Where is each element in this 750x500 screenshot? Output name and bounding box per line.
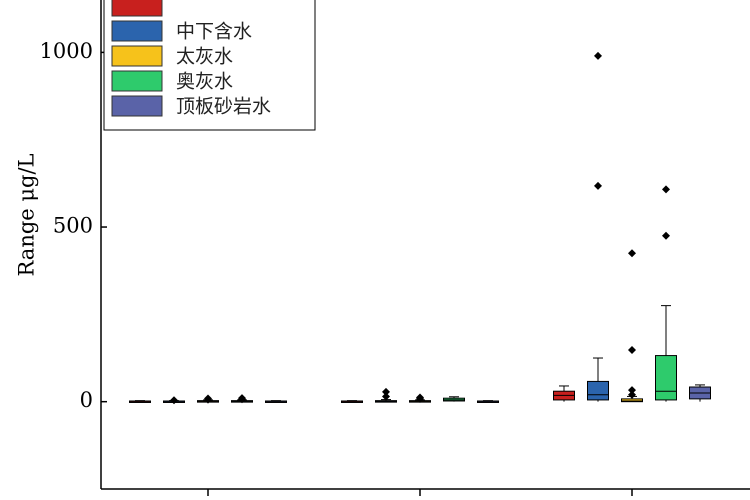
box-plot-item xyxy=(587,51,609,402)
legend-entry: 太灰水 xyxy=(111,45,233,68)
box-plot-item xyxy=(443,396,465,402)
y-tick-label: 1000 xyxy=(40,39,93,63)
legend-entry: 顶板砂岩水 xyxy=(111,95,271,118)
legend-swatch xyxy=(111,0,163,17)
outlier-point xyxy=(628,386,636,395)
y-axis-label: Range μg/L xyxy=(15,153,39,276)
plot-area xyxy=(129,51,711,405)
legend-swatch xyxy=(111,45,163,67)
legend-entry xyxy=(111,0,163,17)
box-plot-item xyxy=(655,185,677,402)
outlier-point xyxy=(204,394,212,403)
box-plot-item xyxy=(129,400,151,403)
box-plot-item xyxy=(163,396,185,405)
y-tick-label: 0 xyxy=(80,388,93,412)
y-axis-ticks: 0 500 1000 xyxy=(40,39,107,412)
outlier-point xyxy=(662,231,670,240)
legend-label: 中下含水 xyxy=(176,21,252,43)
box-plot-item xyxy=(231,394,253,404)
box-iqr xyxy=(587,380,609,401)
box-plot-item xyxy=(265,400,287,403)
box-plot-item xyxy=(621,249,643,403)
outlier-point xyxy=(238,394,246,403)
legend-swatch xyxy=(111,95,163,117)
x-axis-ticks xyxy=(207,489,633,496)
legend-swatch xyxy=(111,20,163,42)
box-iqr xyxy=(621,398,643,403)
outlier-point xyxy=(628,249,636,258)
box-group xyxy=(341,387,499,403)
box-plot-item xyxy=(409,393,431,403)
box-plot-item xyxy=(553,385,575,402)
legend-label: 太灰水 xyxy=(176,46,233,68)
legend-swatch xyxy=(111,70,163,92)
y-tick-label: 500 xyxy=(53,214,93,238)
outlier-point xyxy=(594,51,602,60)
box-iqr xyxy=(655,355,677,401)
outlier-point xyxy=(594,181,602,190)
box-plot-item xyxy=(477,400,499,403)
legend-entry: 奥灰水 xyxy=(111,70,233,93)
legend-label: 奥灰水 xyxy=(176,71,233,93)
box-group xyxy=(553,51,711,403)
box-plot-item xyxy=(341,400,363,403)
outlier-point xyxy=(416,393,424,402)
outlier-point xyxy=(170,396,178,405)
outlier-point xyxy=(382,392,390,401)
outlier-point xyxy=(662,185,670,194)
outlier-point xyxy=(628,345,636,354)
box-group xyxy=(129,394,287,405)
legend-label: 顶板砂岩水 xyxy=(176,96,271,118)
legend-entry: 中下含水 xyxy=(111,20,252,43)
box-plot-item xyxy=(375,387,397,403)
outlier-point xyxy=(382,387,390,396)
box-plot-item xyxy=(689,384,711,402)
box-plot-item xyxy=(197,394,219,404)
outlier-point xyxy=(628,390,636,399)
